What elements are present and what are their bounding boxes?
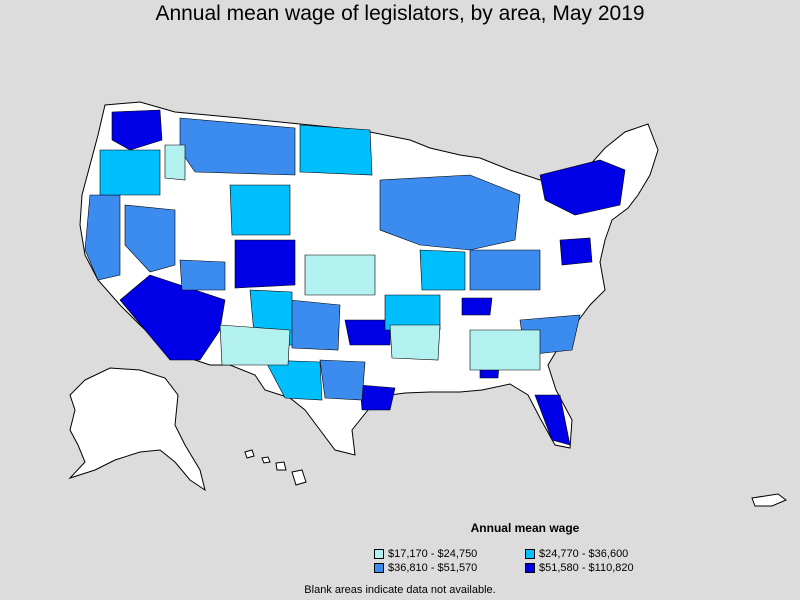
- region-idaho: [164, 144, 186, 181]
- region-kansas: [304, 254, 376, 296]
- region-texas-west: [264, 359, 323, 401]
- region-oregon: [99, 149, 161, 196]
- region-houston: [359, 384, 396, 411]
- region-northeast: [539, 159, 626, 216]
- legend-item: $24,770 - $36,600: [525, 547, 628, 560]
- legend-swatch: [374, 562, 384, 573]
- region-maryland: [559, 237, 593, 266]
- legend-swatch: [374, 548, 384, 559]
- regions-third-range: [84, 117, 581, 401]
- region-mississippi: [389, 324, 441, 361]
- legend-item: $17,170 - $24,750: [374, 547, 477, 560]
- legend-swatch: [525, 548, 535, 559]
- region-california: [84, 194, 121, 281]
- legend-swatch: [525, 562, 535, 573]
- hawaii: [244, 449, 307, 486]
- legend-item: $51,580 - $110,820: [525, 561, 634, 574]
- legend-item: $36,810 - $51,570: [374, 561, 477, 574]
- region-dakota: [299, 124, 373, 176]
- legend-label: $17,170 - $24,750: [388, 547, 478, 560]
- region-florida: [534, 394, 571, 446]
- region-ohio-valley: [469, 249, 541, 291]
- puerto-rico: [751, 493, 787, 507]
- footnote: Blank areas indicate data not available.: [304, 584, 496, 596]
- legend-title: Annual mean wage: [470, 521, 580, 535]
- legend-label: $24,770 - $36,600: [539, 547, 629, 560]
- region-illinois: [419, 249, 466, 291]
- region-montana: [179, 117, 296, 176]
- alaska: [68, 367, 206, 492]
- region-utah: [179, 259, 226, 291]
- map-title: Annual mean wage of legislators, by area…: [155, 2, 645, 25]
- legend-label: $51,580 - $110,820: [539, 561, 634, 574]
- region-new-mexico-east: [289, 299, 341, 351]
- regions-top-range: [111, 109, 626, 446]
- region-arizona-nevada: [119, 274, 226, 361]
- region-nevada-west: [124, 204, 176, 273]
- region-washington: [111, 109, 163, 151]
- region-wyoming-south: [229, 184, 291, 236]
- region-alabama-georgia: [469, 329, 541, 371]
- region-new-mexico-south: [219, 324, 291, 366]
- region-colorado: [234, 239, 296, 289]
- region-midwest: [379, 174, 521, 251]
- regions-bottom-range: [164, 144, 541, 371]
- region-texas-dallas: [344, 319, 391, 346]
- legend-label: $36,810 - $51,570: [388, 561, 478, 574]
- region-texas-central: [319, 359, 366, 401]
- region-tennessee: [461, 297, 493, 316]
